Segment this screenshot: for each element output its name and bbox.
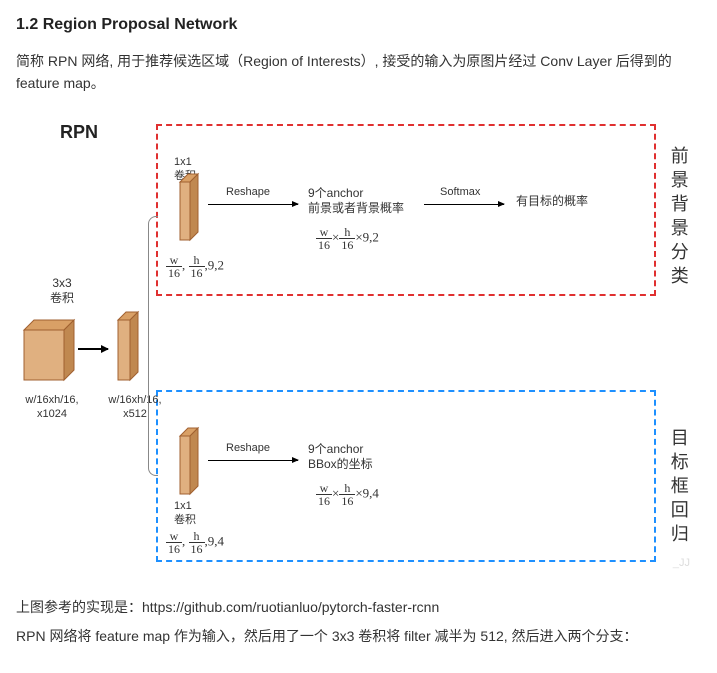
bottom-arrow-reshape (208, 460, 298, 461)
top-branch-side-label: 前景背景分类 (664, 146, 693, 290)
mid-slab (112, 306, 152, 392)
watermark: _JJ (673, 555, 690, 573)
footer-description: RPN 网络将 feature map 作为输入，然后用了一个 3x3 卷积将 … (16, 625, 701, 647)
diagram-title: RPN (60, 118, 98, 147)
bottom-branch-side-label: 目标框回归 (664, 428, 693, 548)
bottom-reshape-label: Reshape (226, 442, 270, 455)
top-out-text: 有目标的概率 (516, 194, 626, 208)
mid-dims: w/16xh/16, x512 (102, 394, 168, 420)
intro-paragraph: 简称 RPN 网络, 用于推荐候选区域（Region of Interests）… (16, 50, 701, 95)
top-arrow-reshape (208, 204, 298, 205)
bottom-conv-slab (174, 422, 210, 504)
reference-url: https://github.com/ruotianluo/pytorch-fa… (142, 599, 439, 615)
footer-reference: 上图参考的实现是：https://github.com/ruotianluo/p… (16, 596, 701, 618)
bottom-mid-text: 9个anchorBBox的坐标 (308, 442, 428, 471)
bottom-mid-dims: w16×h16×9,4 (316, 482, 379, 507)
input-dims: w/16xh/16, x1024 (14, 394, 90, 420)
split-brace (148, 216, 158, 476)
top-mid-text: 9个anchor前景或者背景概率 (308, 186, 428, 215)
top-conv-slab (174, 168, 210, 250)
top-arrow-softmax (424, 204, 504, 205)
arrow-input-mid (78, 348, 108, 350)
section-heading: 1.2 Region Proposal Network (16, 12, 701, 38)
bottom-branch-box (156, 390, 656, 562)
top-softmax-label: Softmax (440, 186, 480, 199)
input-cube (16, 312, 86, 392)
bottom-conv-label: 1x1卷积 (174, 500, 204, 526)
rpn-diagram: RPN 前景背景分类 目标框回归 3x3卷积 w/16xh/16, x1024 … (16, 116, 696, 576)
top-reshape-label: Reshape (226, 186, 270, 199)
bottom-conv-dims: w16, h16,9,4 (166, 530, 224, 555)
top-mid-dims: w16×h16×9,2 (316, 226, 379, 251)
input-conv-label: 3x3卷积 (42, 276, 82, 305)
top-conv-dims: w16, h16,9,2 (166, 254, 224, 279)
